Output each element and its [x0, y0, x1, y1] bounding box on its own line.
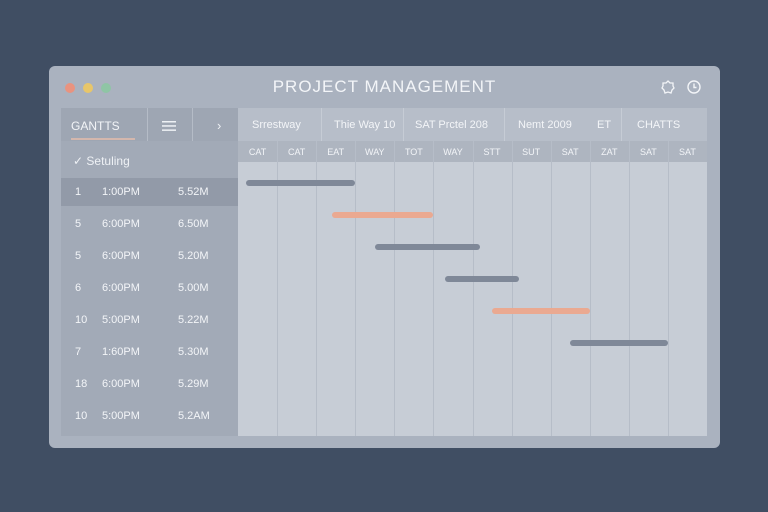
- task-bar[interactable]: [374, 244, 481, 250]
- task-row[interactable]: 10 5:00PM 5.2AM: [61, 402, 238, 430]
- timeline-header-cell[interactable]: ET: [597, 119, 612, 131]
- timeline-header-cell[interactable]: Thie Way 10: [334, 119, 396, 131]
- grid-line: [394, 141, 395, 436]
- divider: [147, 108, 148, 141]
- divider: [403, 108, 404, 141]
- task-row[interactable]: 7 1:60PM 5.30M: [61, 338, 238, 366]
- grid-line: [355, 141, 356, 436]
- clock-icon[interactable]: [686, 79, 702, 95]
- grid-line: [433, 141, 434, 436]
- grid-line: [629, 141, 630, 436]
- task-number: 5: [75, 250, 82, 262]
- window-title: PROJECT MANAGEMENT: [272, 77, 497, 96]
- task-sidebar: GANTTS › ✓ Setuling 1 1:00PM 5.52M 5 6:0…: [61, 108, 238, 436]
- day-label: WAY: [443, 147, 463, 157]
- section-heading[interactable]: ✓ Setuling: [73, 154, 130, 168]
- timeline-header-cell[interactable]: SAT Prctel 208: [415, 119, 488, 131]
- app-window: PROJECT MANAGEMENT GANTTS › ✓ Setuling 1…: [49, 66, 720, 448]
- grid-line: [316, 141, 317, 436]
- divider: [621, 108, 622, 141]
- task-duration: 5.00M: [178, 282, 209, 294]
- settings-icon[interactable]: [660, 79, 676, 95]
- task-row[interactable]: 18 6:00PM 5.29M: [61, 370, 238, 398]
- day-label: CAT: [287, 147, 306, 157]
- task-bar[interactable]: [445, 276, 520, 282]
- task-number: 10: [75, 314, 88, 326]
- task-duration: 5.22M: [178, 314, 209, 326]
- grid-line: [590, 141, 591, 436]
- task-duration: 5.2AM: [178, 410, 210, 422]
- task-time: 5:00PM: [102, 410, 140, 422]
- day-label: WAY: [365, 147, 385, 157]
- task-bar[interactable]: [492, 308, 590, 314]
- day-label: SUT: [522, 147, 541, 157]
- task-duration: 5.29M: [178, 378, 209, 390]
- task-number: 18: [75, 378, 88, 390]
- task-time: 5:00PM: [102, 314, 140, 326]
- divider: [192, 108, 193, 141]
- timeline-header: Srrestway Thie Way 10 SAT Prctel 208 Nem…: [238, 108, 707, 141]
- task-duration: 6.50M: [178, 218, 209, 230]
- grid-line: [277, 141, 278, 436]
- task-row[interactable]: 6 6:00PM 5.00M: [61, 274, 238, 302]
- task-duration: 5.30M: [178, 346, 209, 358]
- task-row[interactable]: 5 6:00PM 5.20M: [61, 242, 238, 270]
- grid-line: [512, 141, 513, 436]
- grid-line: [551, 141, 552, 436]
- title-bar: PROJECT MANAGEMENT: [49, 66, 720, 108]
- grid-line: [668, 141, 669, 436]
- hamburger-icon[interactable]: [162, 121, 176, 131]
- timeline-header-cell[interactable]: Nemt 2009: [518, 119, 572, 131]
- sidebar-header: GANTTS ›: [61, 108, 238, 141]
- task-row[interactable]: 5 6:00PM 6.50M: [61, 210, 238, 238]
- day-label: EAT: [327, 147, 345, 157]
- task-number: 10: [75, 410, 88, 422]
- maximize-window-button[interactable]: [101, 83, 111, 93]
- chevron-right-icon[interactable]: ›: [217, 118, 222, 133]
- day-label: SAT: [639, 147, 657, 157]
- day-label: CAT: [248, 147, 267, 157]
- task-number: 1: [75, 186, 82, 198]
- gantt-chart: Srrestway Thie Way 10 SAT Prctel 208 Nem…: [238, 108, 707, 436]
- task-duration: 5.20M: [178, 250, 209, 262]
- close-window-button[interactable]: [65, 83, 75, 93]
- task-time: 6:00PM: [102, 378, 140, 390]
- day-label: STT: [483, 147, 501, 157]
- day-label: ZAT: [601, 147, 618, 157]
- task-time: 1:60PM: [102, 346, 140, 358]
- task-time: 6:00PM: [102, 250, 140, 262]
- divider: [321, 108, 322, 141]
- task-duration: 5.52M: [178, 186, 209, 198]
- grid-line: [473, 141, 474, 436]
- timeline-header-cell[interactable]: Srrestway: [252, 119, 301, 131]
- task-number: 7: [75, 346, 82, 358]
- task-bar[interactable]: [245, 180, 356, 186]
- day-label: SAT: [561, 147, 579, 157]
- task-time: 6:00PM: [102, 282, 140, 294]
- task-time: 1:00PM: [102, 186, 140, 198]
- timeline-header-cell[interactable]: CHATTS: [637, 119, 681, 131]
- task-number: 6: [75, 282, 82, 294]
- day-label: TOT: [404, 147, 423, 157]
- task-bar[interactable]: [331, 212, 434, 218]
- active-tab-indicator: [71, 138, 135, 140]
- task-row[interactable]: 1 1:00PM 5.52M: [61, 178, 238, 206]
- tab-gantts[interactable]: GANTTS: [71, 119, 120, 133]
- task-number: 5: [75, 218, 82, 230]
- task-bar[interactable]: [570, 340, 668, 346]
- day-label: SAT: [679, 147, 696, 157]
- minimize-window-button[interactable]: [83, 83, 93, 93]
- task-row[interactable]: 10 5:00PM 5.22M: [61, 306, 238, 334]
- task-time: 6:00PM: [102, 218, 140, 230]
- divider: [504, 108, 505, 141]
